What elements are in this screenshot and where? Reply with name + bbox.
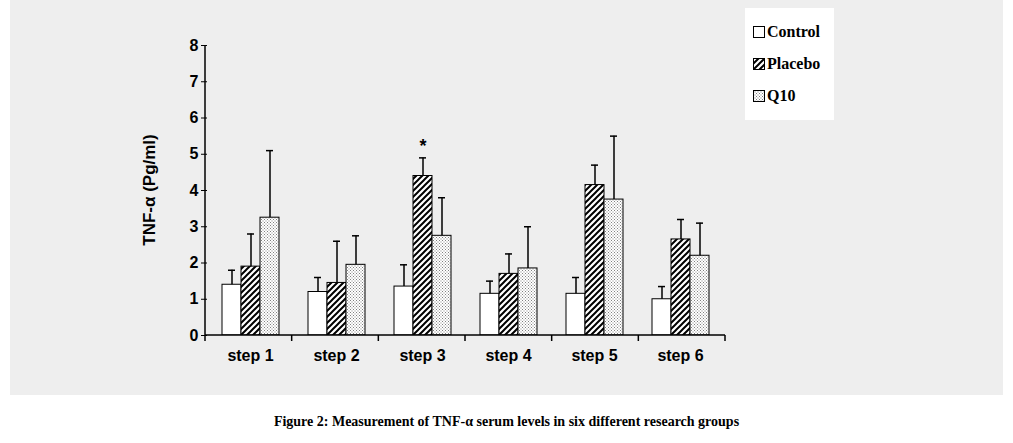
svg-text:0: 0 xyxy=(190,327,199,344)
html-text:Control: Control xyxy=(767,23,820,40)
html-text:Q10: Q10 xyxy=(767,87,796,104)
html-text:TNF-α (Pg/ml): TNF-α (Pg/ml) xyxy=(139,134,159,246)
html-text:Figure 2: Measurement of TNF-α: Figure 2: Measurement of TNF-α serum lev… xyxy=(273,414,740,429)
svg-text:8: 8 xyxy=(190,37,199,54)
svg-text:step 5: step 5 xyxy=(571,347,617,364)
svg-text:step 3: step 3 xyxy=(399,347,445,364)
svg-text:step 1: step 1 xyxy=(227,347,273,364)
svg-text:*: * xyxy=(419,136,426,156)
svg-text:step 6: step 6 xyxy=(657,347,703,364)
svg-text:5: 5 xyxy=(190,145,199,162)
svg-text:6: 6 xyxy=(190,109,199,126)
svg-text:1: 1 xyxy=(190,290,199,307)
svg-text:3: 3 xyxy=(190,218,199,235)
svg-text:step 2: step 2 xyxy=(313,347,359,364)
svg-text:7: 7 xyxy=(190,73,199,90)
svg-text:4: 4 xyxy=(190,182,199,199)
svg-text:2: 2 xyxy=(190,254,199,271)
svg-text:step 4: step 4 xyxy=(485,347,531,364)
html-text:Placebo: Placebo xyxy=(767,55,821,72)
